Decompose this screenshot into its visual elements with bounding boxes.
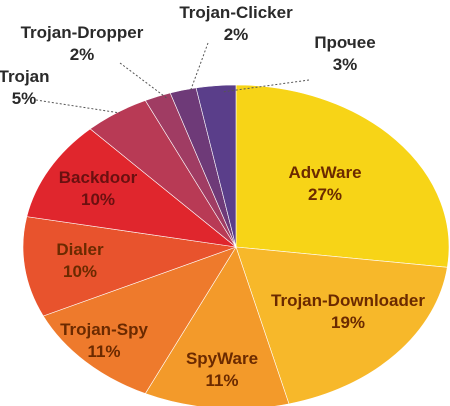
slice-label-dialer: Dialer: [56, 240, 104, 259]
slice-value-trojan-downloader: 19%: [331, 313, 365, 332]
slice-value-trojan-spy: 11%: [87, 342, 120, 361]
slice-label-trojan: Trojan: [0, 67, 50, 86]
slice-label-trojan-dropper: Trojan-Dropper: [21, 23, 144, 42]
slice-label-trojan-clicker: Trojan-Clicker: [179, 3, 293, 22]
slice-value-advware: 27%: [308, 185, 342, 204]
leader-line-trojan: [35, 99, 121, 114]
slice-value-dialer: 10%: [63, 262, 97, 281]
slice-label-trojan-spy: Trojan-Spy: [60, 320, 148, 339]
slice-value-trojan-clicker: 2%: [224, 25, 249, 44]
slice-value-trojan: 5%: [12, 89, 37, 108]
slice-label-trojan-downloader: Trojan-Downloader: [271, 291, 425, 310]
pie-slice-backdoor: [26, 128, 238, 248]
pie-slice-trojan-spy: [42, 246, 237, 394]
slice-label-прочее: Прочее: [314, 33, 375, 52]
slice-label-advware: AdvWare: [288, 163, 361, 182]
slice-value-trojan-dropper: 2%: [70, 45, 95, 64]
slice-label-backdoor: Backdoor: [59, 168, 138, 187]
leader-line-trojan-dropper: [119, 62, 169, 100]
pie-slice-trojan-downloader: [235, 246, 448, 405]
pie-slice-advware: [235, 84, 450, 268]
slice-label-spyware: SpyWare: [186, 349, 258, 368]
slice-value-backdoor: 10%: [81, 190, 115, 209]
slice-value-spyware: 11%: [205, 371, 238, 390]
pie-slice-dialer: [22, 216, 237, 317]
leader-line-trojan-clicker: [189, 42, 209, 93]
leader-line-прочее: [221, 79, 310, 93]
slice-value-прочее: 3%: [333, 55, 358, 74]
pie-slice-прочее: [195, 84, 237, 248]
